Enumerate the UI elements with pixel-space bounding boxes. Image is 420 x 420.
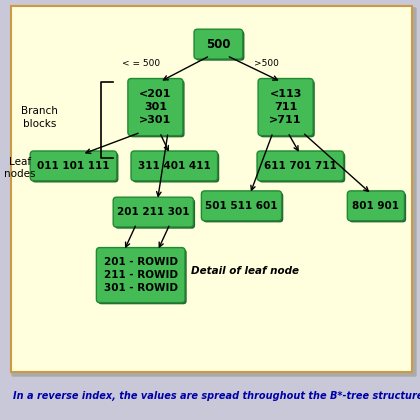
Text: In a reverse index, the values are spread throughout the B*-tree structure.: In a reverse index, the values are sprea…	[13, 391, 420, 401]
Text: <113
711
>711: <113 711 >711	[269, 89, 302, 125]
FancyBboxPatch shape	[30, 151, 117, 181]
Text: 801 901: 801 901	[352, 201, 399, 211]
FancyBboxPatch shape	[133, 152, 219, 182]
FancyBboxPatch shape	[129, 80, 185, 137]
Text: 011 101 111: 011 101 111	[37, 161, 110, 171]
Text: Leaf
nodes: Leaf nodes	[4, 157, 36, 179]
Text: Branch
blocks: Branch blocks	[21, 106, 58, 129]
FancyBboxPatch shape	[347, 191, 404, 221]
FancyBboxPatch shape	[10, 6, 412, 372]
FancyBboxPatch shape	[128, 79, 183, 136]
Text: >500: >500	[254, 59, 279, 68]
FancyBboxPatch shape	[349, 192, 406, 223]
FancyBboxPatch shape	[257, 151, 344, 181]
FancyBboxPatch shape	[115, 199, 195, 228]
FancyBboxPatch shape	[203, 192, 283, 223]
Text: Detail of leaf node: Detail of leaf node	[191, 266, 299, 276]
FancyBboxPatch shape	[196, 31, 244, 60]
Text: <201
301
>301: <201 301 >301	[139, 89, 172, 125]
FancyBboxPatch shape	[259, 152, 345, 182]
FancyBboxPatch shape	[11, 7, 417, 377]
Text: 500: 500	[206, 38, 231, 50]
Text: < = 500: < = 500	[122, 59, 160, 68]
Text: 201 - ROWID
211 - ROWID
301 - ROWID: 201 - ROWID 211 - ROWID 301 - ROWID	[104, 257, 178, 293]
FancyBboxPatch shape	[201, 191, 281, 221]
FancyBboxPatch shape	[258, 79, 313, 136]
FancyBboxPatch shape	[131, 151, 218, 181]
Text: 611 701 711: 611 701 711	[264, 161, 337, 171]
FancyBboxPatch shape	[113, 197, 193, 227]
FancyBboxPatch shape	[98, 249, 187, 304]
FancyBboxPatch shape	[194, 29, 243, 59]
Text: 201 211 301: 201 211 301	[117, 207, 189, 217]
Text: 501 511 601: 501 511 601	[205, 201, 278, 211]
FancyBboxPatch shape	[260, 80, 315, 137]
Text: 311 401 411: 311 401 411	[138, 161, 211, 171]
FancyBboxPatch shape	[32, 152, 118, 182]
FancyBboxPatch shape	[97, 247, 185, 302]
